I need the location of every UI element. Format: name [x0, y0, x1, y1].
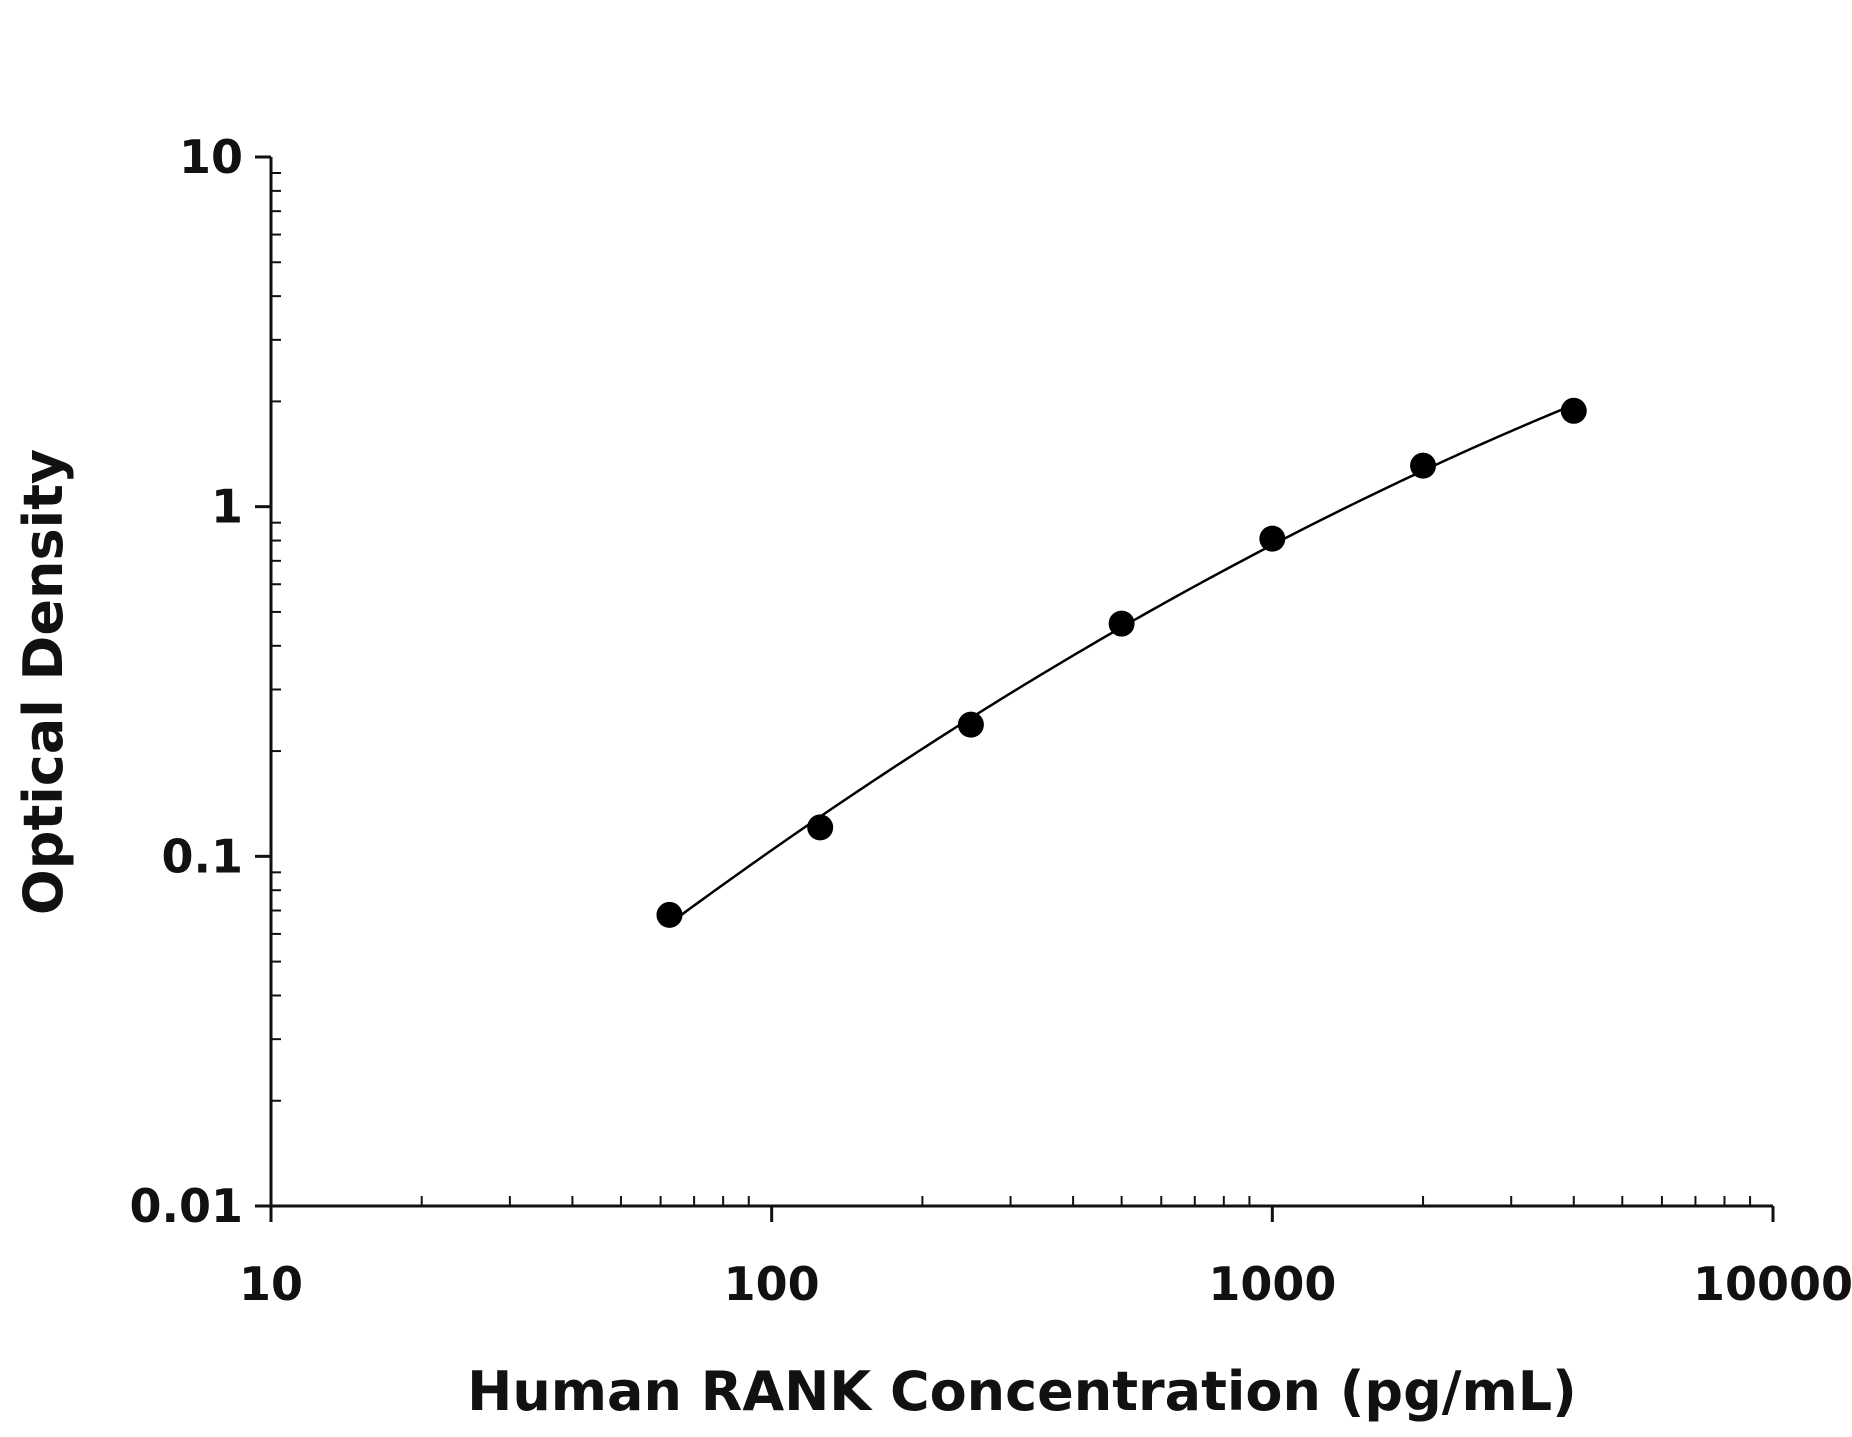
x-axis-title: Human RANK Concentration (pg/mL)	[467, 1360, 1577, 1423]
fit-curve-layer	[669, 405, 1573, 924]
data-point	[1109, 611, 1135, 637]
fit-curve	[669, 405, 1573, 924]
y-tick-label: 0.01	[130, 1179, 244, 1233]
x-tick-label: 10	[239, 1257, 303, 1311]
data-point	[807, 814, 833, 840]
y-tick-label: 0.1	[162, 829, 244, 883]
x-tick-label: 1000	[1208, 1257, 1336, 1311]
data-point	[656, 902, 682, 928]
y-tick-label: 1	[211, 480, 243, 534]
data-point	[1410, 453, 1436, 479]
data-point	[958, 712, 984, 738]
x-tick-label: 100	[724, 1257, 820, 1311]
y-tick-label: 10	[179, 130, 243, 184]
x-tick-label: 10000	[1693, 1257, 1852, 1311]
data-points	[656, 398, 1586, 928]
y-axis-title: Optical Density	[12, 449, 75, 915]
data-point	[1561, 398, 1587, 424]
data-point	[1259, 526, 1285, 552]
axes: 0.01 0.1 1 10 10 100 1000 10000	[130, 130, 1852, 1311]
